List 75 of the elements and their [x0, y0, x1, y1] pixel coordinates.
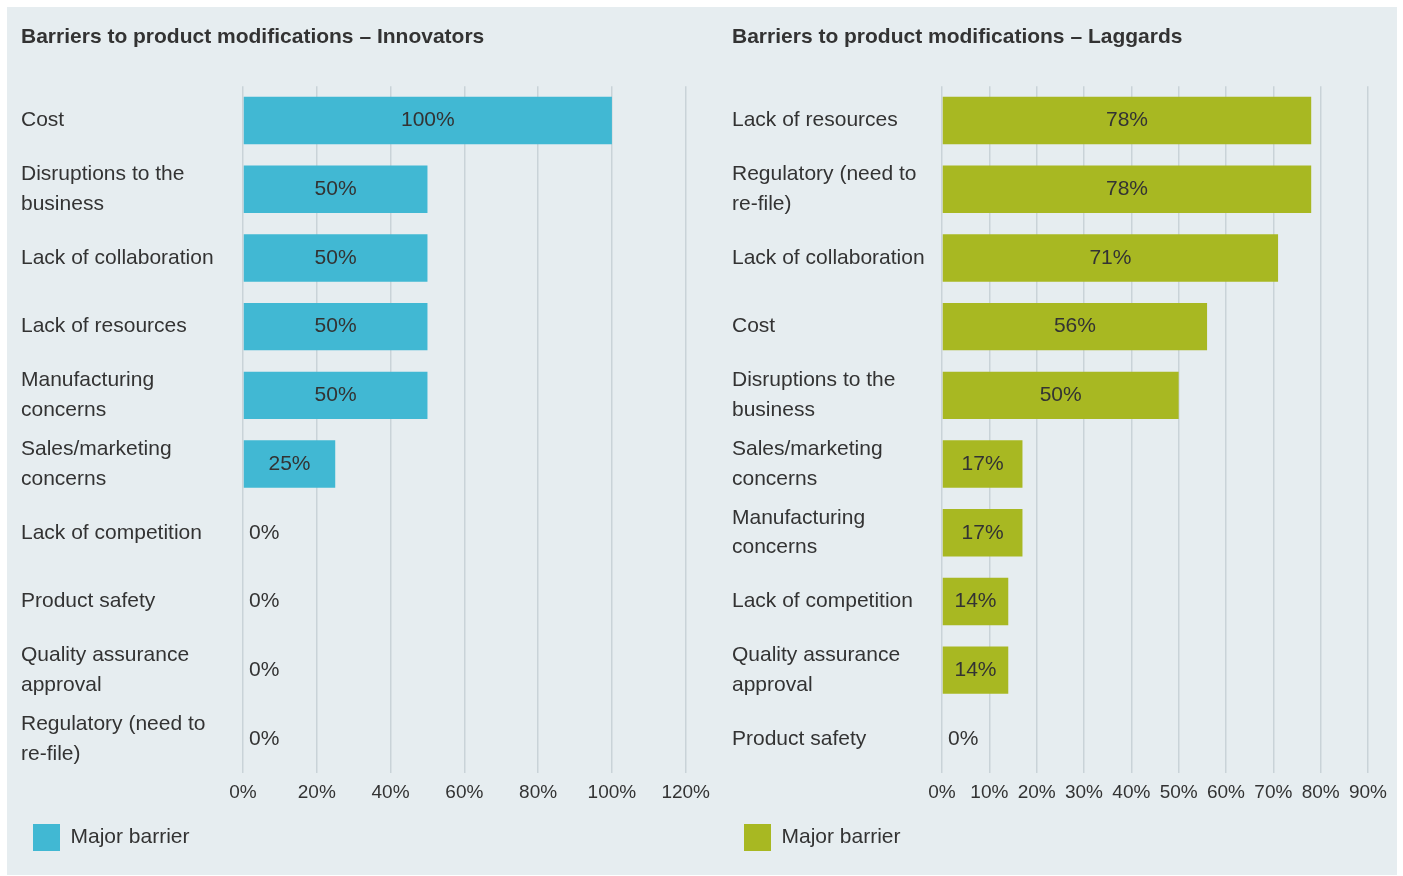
y-tick-label: Manufacturing concerns [21, 367, 155, 421]
data-label: 50% [314, 244, 357, 268]
data-label: 14% [954, 656, 997, 680]
bar [942, 509, 1023, 557]
y-tick-label: Lack of collaboration [732, 244, 925, 268]
bar [942, 371, 1179, 420]
data-label: 14% [954, 588, 997, 612]
y-tick-label: Cost [732, 313, 776, 337]
y-tick-label: Lack of competition [21, 519, 202, 543]
chart-title: Barriers to product modifications – Laggards [732, 24, 1183, 48]
bar [243, 440, 336, 488]
x-tick-label: 30% [1064, 780, 1104, 802]
bar [942, 234, 1279, 282]
data-label: 0% [249, 588, 280, 612]
data-label: 25% [268, 450, 311, 474]
y-tick-label: Cost [21, 107, 65, 131]
y-tick-label: Quality assurance approval [732, 642, 901, 695]
data-label: 50% [314, 176, 357, 200]
y-tick-label: Regulatory (need to re-file) [732, 161, 917, 214]
bar [243, 371, 428, 420]
data-label: 17% [961, 450, 1004, 474]
data-label: 50% [314, 382, 357, 406]
x-tick-label: 120% [661, 780, 711, 802]
y-tick-label: Disruptions to the business [21, 161, 185, 214]
x-tick-label: 60% [1206, 780, 1246, 802]
x-tick-label: 100% [587, 780, 637, 802]
y-tick-label: Product safety [21, 588, 156, 612]
x-tick-label: 20% [1017, 780, 1056, 802]
x-tick-label: 90% [1348, 780, 1388, 802]
x-tick-label: 60% [445, 780, 484, 802]
bar [942, 96, 1312, 145]
data-label: 56% [1053, 313, 1096, 337]
data-label: 50% [1039, 382, 1082, 406]
x-tick-label: 40% [371, 780, 410, 802]
x-tick-label: 80% [1301, 780, 1340, 802]
data-label: 0% [249, 519, 280, 543]
y-tick-label: Lack of competition [732, 588, 913, 612]
x-tick-label: 50% [1159, 780, 1198, 802]
bar [243, 96, 612, 145]
bar [942, 302, 1208, 351]
chart-title: Barriers to product modifications – Innovators [21, 24, 485, 48]
x-tick-label: 40% [1112, 780, 1151, 802]
data-label: 0% [948, 725, 979, 749]
x-tick-label: 70% [1254, 780, 1293, 802]
data-label: 0% [249, 725, 280, 749]
x-tick-label: 20% [297, 780, 336, 802]
bar [243, 234, 428, 282]
data-label: 17% [961, 519, 1004, 543]
bar [942, 165, 1312, 213]
y-tick-label: Quality assurance approval [21, 642, 190, 695]
bar [243, 165, 428, 213]
data-label: 100% [400, 107, 455, 131]
x-tick-label: 0% [229, 780, 257, 802]
y-tick-label: Product safety [732, 725, 867, 749]
legend-label: Major barrier [781, 824, 901, 848]
data-label: 78% [1105, 107, 1148, 131]
y-tick-label: Lack of resources [732, 107, 898, 131]
y-tick-label: Manufacturing concerns [732, 504, 866, 558]
x-tick-label: 0% [928, 780, 956, 802]
bar [942, 646, 1009, 694]
x-tick-label: 80% [519, 780, 558, 802]
y-tick-label: Regulatory (need to re-file) [21, 710, 206, 764]
data-label: 78% [1105, 176, 1148, 200]
y-tick-label: Sales/marketing concerns [21, 435, 172, 489]
legend-label: Major barrier [70, 824, 190, 848]
y-tick-label: Lack of resources [21, 313, 187, 337]
y-tick-label: Lack of collaboration [21, 244, 214, 268]
data-label: 0% [249, 656, 280, 680]
data-label: 71% [1089, 244, 1132, 268]
bar [942, 440, 1023, 488]
bar [243, 302, 428, 351]
y-tick-label: Sales/marketing concerns [732, 435, 883, 489]
x-tick-label: 10% [970, 780, 1009, 802]
data-label: 50% [314, 313, 357, 337]
y-tick-label: Disruptions to the business [732, 367, 896, 421]
